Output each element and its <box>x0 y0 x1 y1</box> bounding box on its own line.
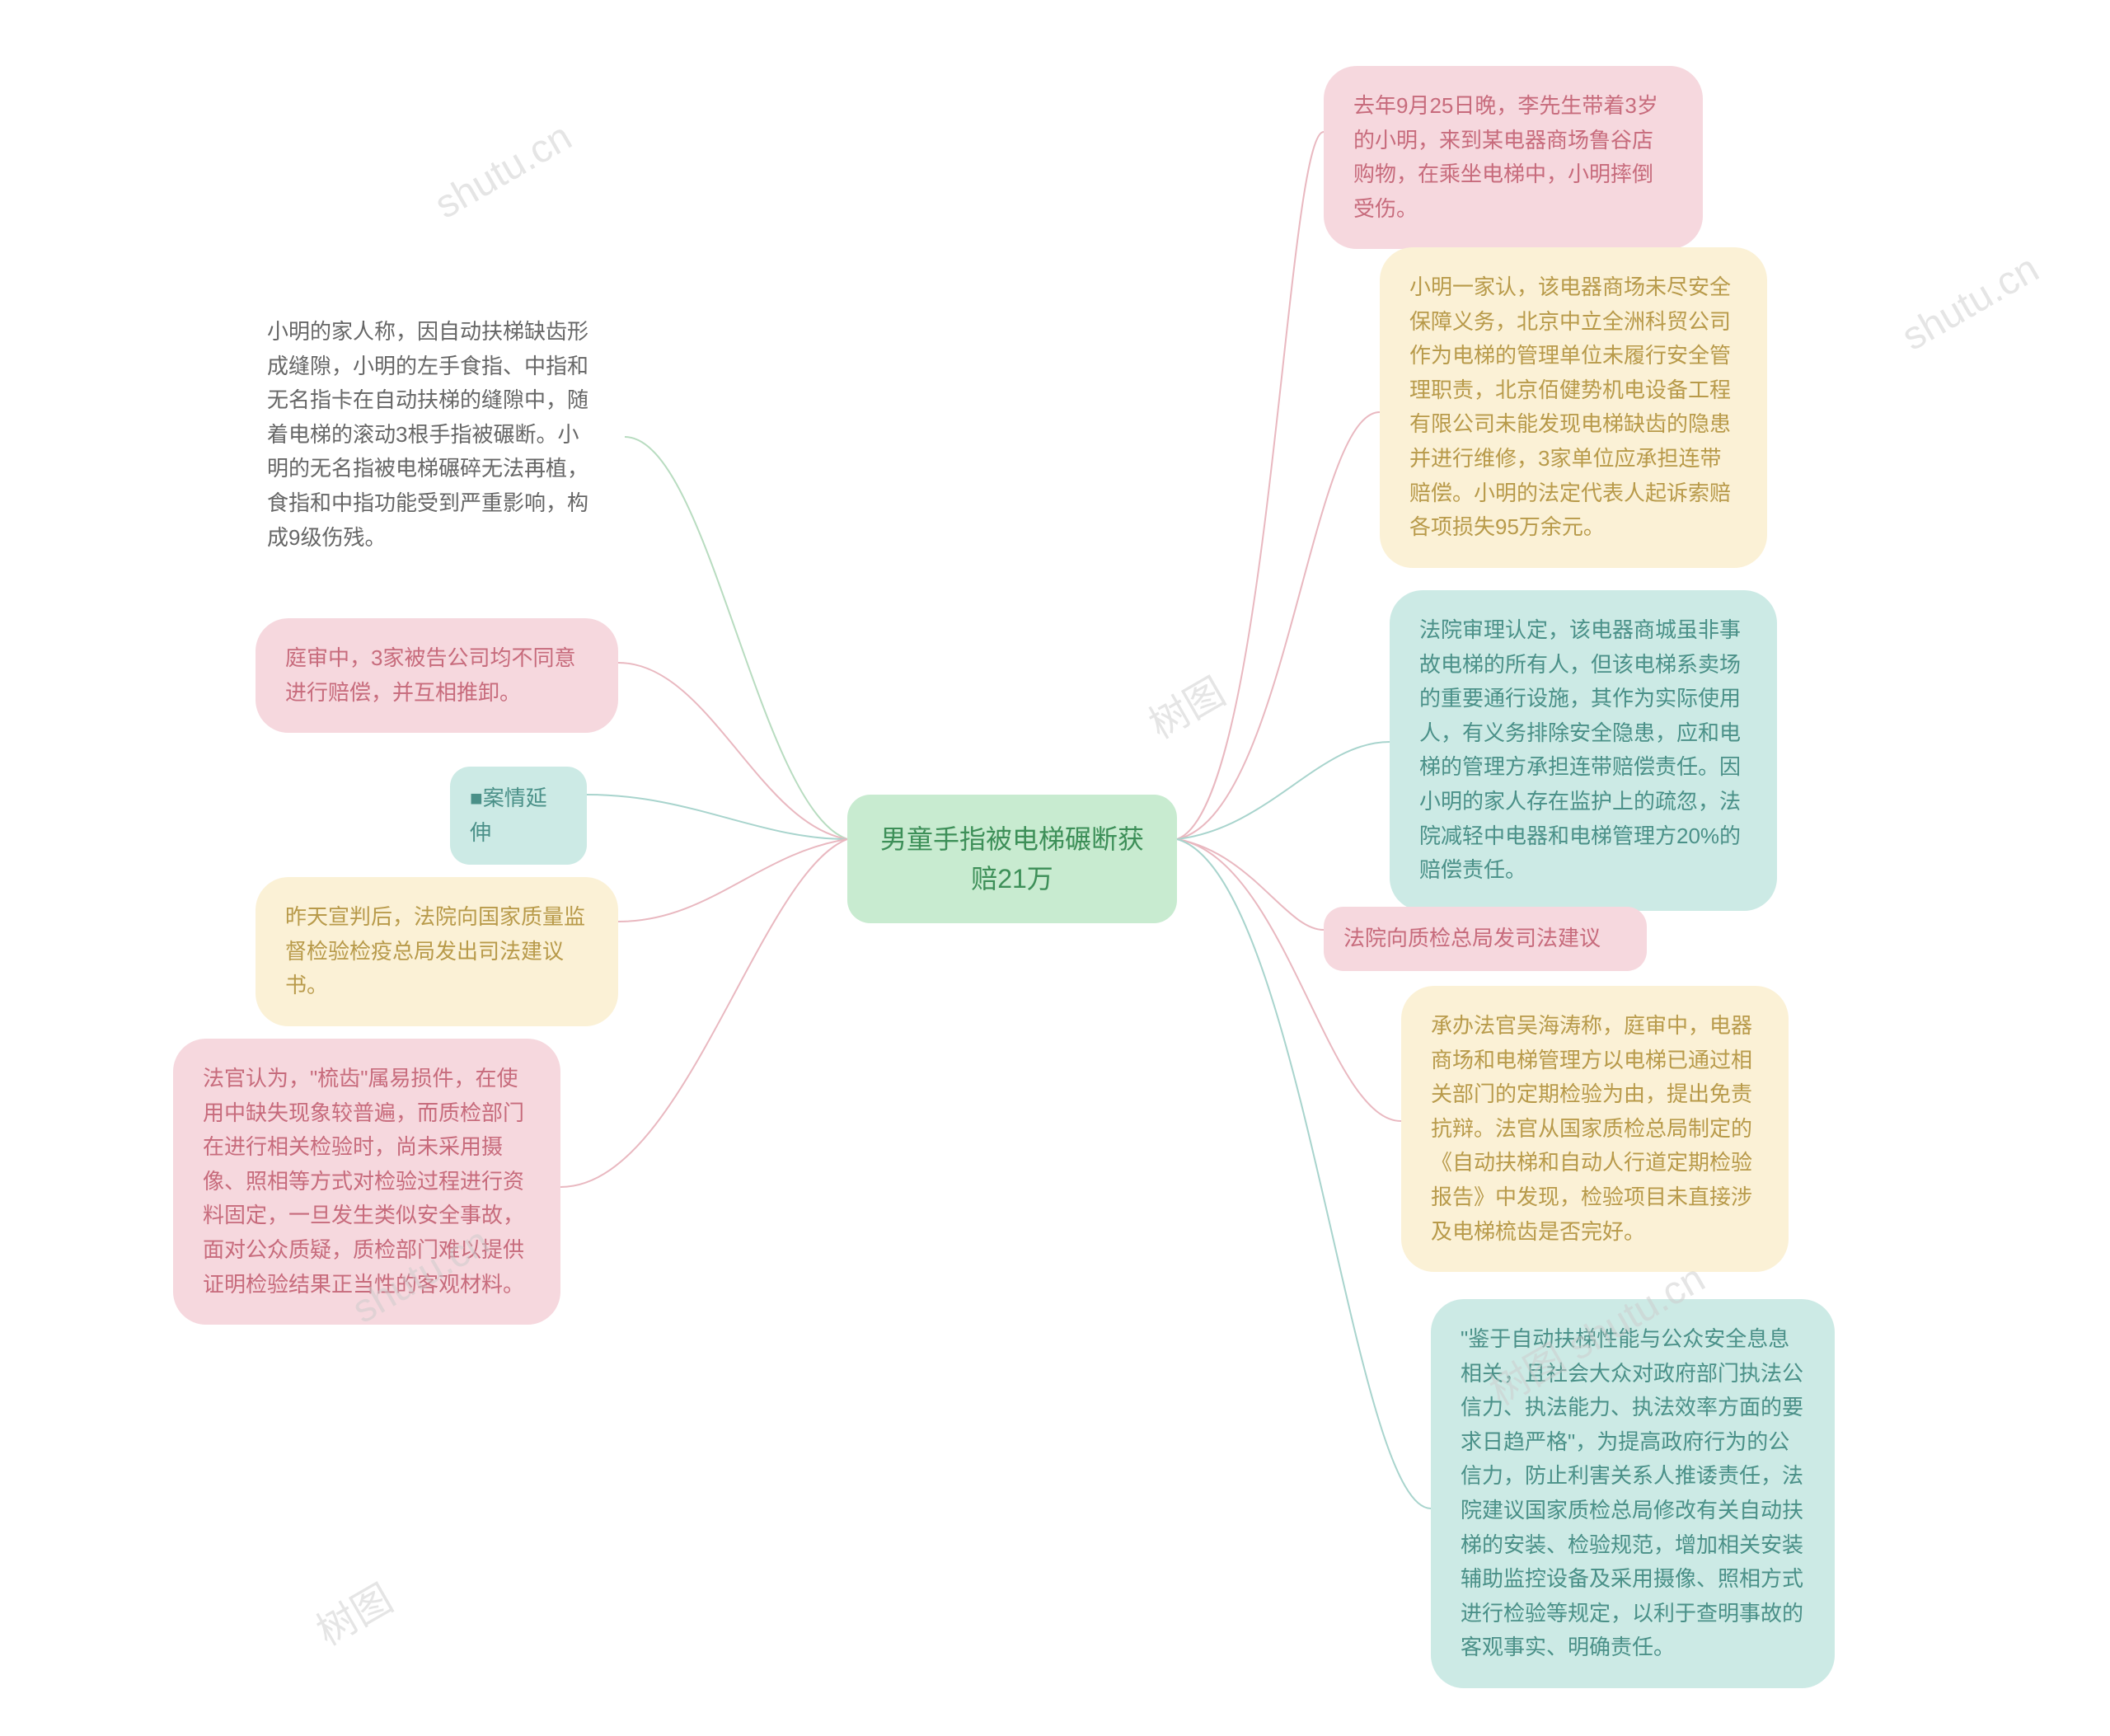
node-r5: 承办法官吴海涛称，庭审中，电器商场和电梯管理方以电梯已通过相关部门的定期检验为由… <box>1401 986 1789 1272</box>
node-r3: 法院审理认定，该电器商城虽非事故电梯的所有人，但该电梯系卖场的重要通行设施，其作… <box>1390 590 1777 911</box>
node-r5-text: 承办法官吴海涛称，庭审中，电器商场和电梯管理方以电梯已通过相关部门的定期检验为由… <box>1431 1013 1752 1244</box>
node-l2-text: 庭审中，3家被告公司均不同意进行赔偿，并互相推卸。 <box>285 645 575 705</box>
node-r6-text: "鉴于自动扶梯性能与公众安全息息相关，且社会大众对政府部门执法公信力、执法能力、… <box>1461 1326 1803 1659</box>
connector-9 <box>618 839 847 922</box>
node-r1-text: 去年9月25日晚，李先生带着3岁的小明，来到某电器商场鲁谷店购物，在乘坐电梯中，… <box>1353 93 1658 221</box>
node-l5: 法官认为，"梳齿"属易损件，在使用中缺失现象较普遍，而质检部门在进行相关检验时，… <box>173 1039 560 1325</box>
node-l5-text: 法官认为，"梳齿"属易损件，在使用中缺失现象较普遍，而质检部门在进行相关检验时，… <box>203 1066 524 1297</box>
node-r1: 去年9月25日晚，李先生带着3岁的小明，来到某电器商场鲁谷店购物，在乘坐电梯中，… <box>1324 66 1703 249</box>
node-l4-text: 昨天宣判后，法院向国家质量监督检验检疫总局发出司法建议书。 <box>285 904 585 997</box>
center-text: 男童手指被电梯碾断获赔21万 <box>880 824 1144 894</box>
node-l3-text: ■案情延伸 <box>470 786 547 845</box>
connector-0 <box>1177 132 1324 839</box>
node-l1: 小明的家人称，因自动扶梯缺齿形成缝隙，小明的左手食指、中指和无名指卡在自动扶梯的… <box>237 292 625 578</box>
node-l3: ■案情延伸 <box>450 767 587 865</box>
node-r2: 小明一家认，该电器商场未尽安全保障义务，北京中立全洲科贸公司作为电梯的管理单位未… <box>1380 247 1767 568</box>
connector-2 <box>1177 742 1390 839</box>
node-l1-text: 小明的家人称，因自动扶梯缺齿形成缝隙，小明的左手食指、中指和无名指卡在自动扶梯的… <box>267 319 588 550</box>
node-r4: 法院向质检总局发司法建议 <box>1324 907 1647 971</box>
connector-6 <box>625 437 847 839</box>
node-r3-text: 法院审理认定，该电器商城虽非事故电梯的所有人，但该电梯系卖场的重要通行设施，其作… <box>1419 617 1741 882</box>
center-node: 男童手指被电梯碾断获赔21万 <box>847 795 1177 923</box>
node-r4-text: 法院向质检总局发司法建议 <box>1343 926 1601 950</box>
node-l2: 庭审中，3家被告公司均不同意进行赔偿，并互相推卸。 <box>256 618 618 733</box>
node-r6: "鉴于自动扶梯性能与公众安全息息相关，且社会大众对政府部门执法公信力、执法能力、… <box>1431 1299 1835 1688</box>
connector-7 <box>618 663 847 839</box>
connector-1 <box>1177 412 1380 839</box>
node-l4: 昨天宣判后，法院向国家质量监督检验检疫总局发出司法建议书。 <box>256 877 618 1026</box>
connector-4 <box>1177 839 1401 1121</box>
node-r2-text: 小明一家认，该电器商场未尽安全保障义务，北京中立全洲科贸公司作为电梯的管理单位未… <box>1409 274 1731 539</box>
